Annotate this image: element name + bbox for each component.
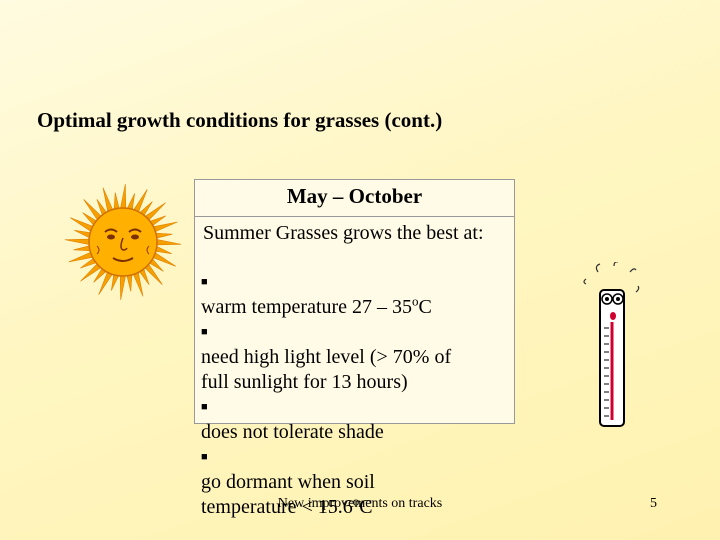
footer: New improvements on tracks (277, 496, 443, 511)
superscript: o (412, 293, 419, 309)
thermometer-icon (583, 262, 640, 427)
text-run: C (418, 296, 432, 318)
bullet-mark: ■ (201, 326, 208, 338)
bullet: ■ warm temperature 27 – 35oC (201, 270, 514, 320)
text-run: warm temperature 27 – 35 (201, 296, 413, 318)
bullet-line: need high light level (> 70% of (201, 345, 514, 370)
text-run: go dormant when soil (201, 471, 375, 493)
bullet-line: temperature < 15.6oC (201, 493, 514, 520)
bullet-mark: ■ (201, 276, 208, 288)
bullet-text: need high light level (> 70% of full sunl… (201, 345, 514, 395)
text-run: C (359, 496, 373, 518)
bullet: ■ go dormant when soil temperature < 15.6o… (201, 445, 514, 520)
box-header: May – October (195, 180, 514, 217)
bullet-text: go dormant when soil temperature < 15.6oC (201, 470, 514, 520)
bullet-text: does not tolerate shade (201, 420, 514, 445)
slide-title: Optimal growth conditions for grasses (c… (37, 108, 443, 132)
bullet: ■ need high light level (> 70% of full sun… (201, 320, 514, 395)
bullet-line: full sunlight for 13 hours) (201, 370, 514, 395)
text-run: need high light level (> 70% of (201, 346, 452, 368)
sun-icon (64, 183, 182, 301)
bullet-line: warm temperature 27 – 35oC (201, 293, 514, 320)
bullet-mark: ■ (201, 451, 208, 463)
bullet: ■ does not tolerate shade (201, 395, 514, 445)
info-box: May – October Summer Grasses grows the b… (194, 179, 515, 518)
bullet-text: warm temperature 27 – 35oC (201, 293, 514, 320)
text-run: temperature < 15.6 (201, 496, 353, 518)
bullet-mark: ■ (201, 401, 208, 413)
text-run: full sunlight for 13 hours) (201, 371, 408, 393)
bullet-line: go dormant when soil (201, 470, 514, 495)
page-number: 5 (650, 496, 657, 511)
text-run: does not tolerate shade (201, 421, 384, 443)
bullet-list: ■ warm temperature 27 – 35oC ■ need high li… (201, 270, 514, 520)
superscript: o (352, 493, 360, 509)
box-intro: Summer Grasses grows the best at: (203, 222, 484, 244)
bullet-line: does not tolerate shade (201, 420, 514, 445)
